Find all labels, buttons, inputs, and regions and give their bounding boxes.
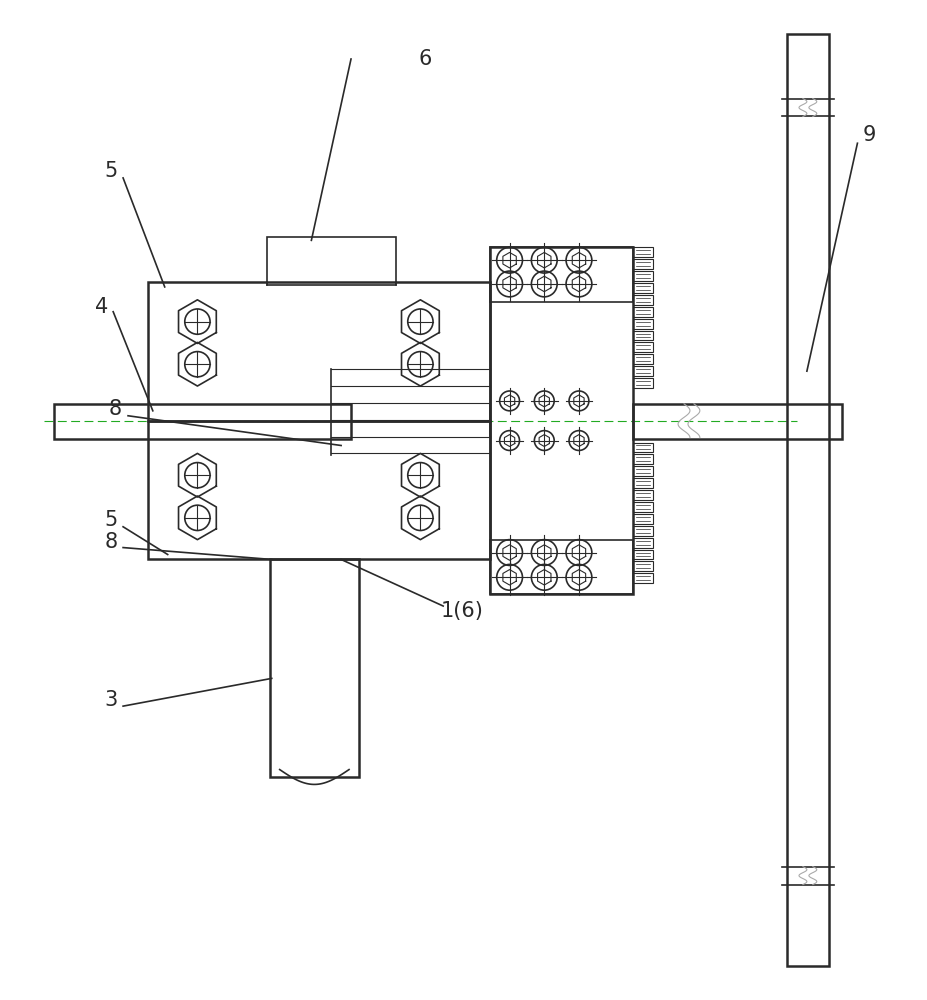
Text: 1(6): 1(6)	[440, 601, 483, 621]
Bar	[633, 466, 653, 476]
Bar	[786, 34, 828, 966]
Bar	[633, 283, 653, 293]
Bar	[633, 502, 653, 512]
Bar	[633, 259, 653, 269]
Bar	[54, 404, 350, 439]
Bar	[489, 247, 633, 302]
Bar	[633, 538, 653, 548]
Bar	[633, 490, 653, 500]
Bar	[270, 559, 359, 777]
Text: 5: 5	[105, 161, 118, 181]
Bar	[633, 526, 653, 536]
Text: 8: 8	[105, 532, 118, 552]
Text: 9: 9	[862, 125, 875, 145]
Bar	[489, 540, 633, 594]
Text: 4: 4	[95, 297, 108, 317]
Bar	[633, 271, 653, 281]
Text: 8: 8	[108, 399, 121, 419]
Text: 3: 3	[105, 690, 118, 710]
Bar	[633, 378, 653, 388]
Bar	[633, 561, 653, 571]
Bar	[633, 307, 653, 317]
Bar	[633, 319, 653, 329]
Bar	[489, 247, 633, 594]
Bar	[633, 454, 653, 464]
Bar	[633, 443, 653, 452]
Bar	[633, 331, 653, 340]
Bar	[633, 514, 653, 524]
Text: 5: 5	[105, 510, 118, 530]
Bar	[633, 478, 653, 488]
Bar	[633, 295, 653, 305]
Bar	[633, 247, 653, 257]
Bar	[633, 550, 653, 559]
Bar	[633, 342, 653, 352]
Text: 6: 6	[418, 49, 432, 69]
Bar	[266, 237, 395, 285]
Bar	[633, 366, 653, 376]
Bar	[633, 354, 653, 364]
Bar	[147, 282, 489, 421]
Bar	[633, 404, 841, 439]
Bar	[147, 421, 489, 559]
Bar	[633, 573, 653, 583]
